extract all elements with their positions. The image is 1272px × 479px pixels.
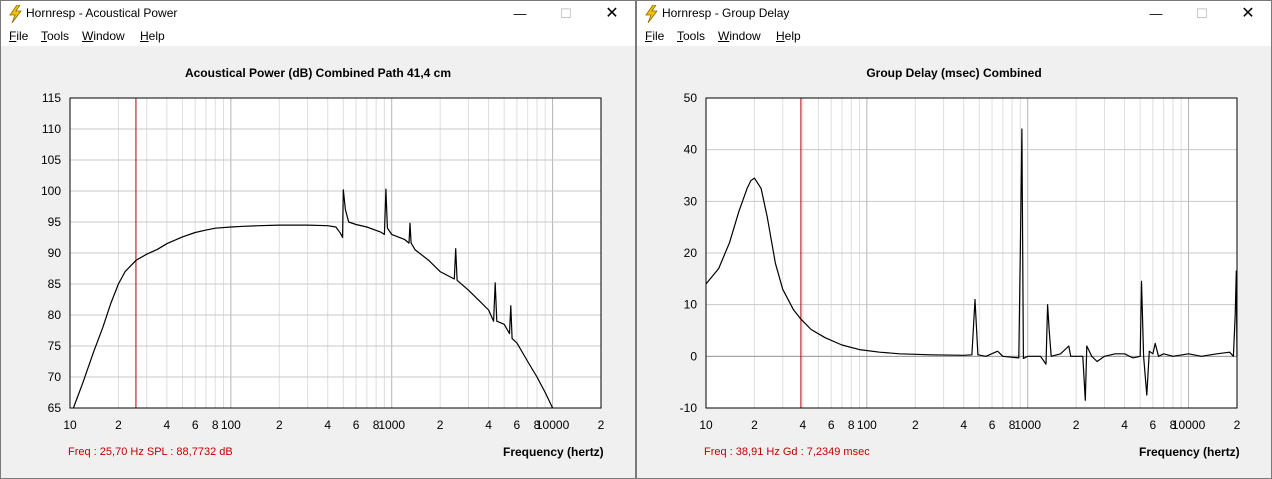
close-button[interactable]: ✕ [605,5,619,22]
x-tick-label: 100 [221,418,241,432]
x-tick-label: 2 [1234,418,1241,432]
y-tick-label: 75 [48,339,62,353]
lightning-bolt-icon [645,5,658,23]
y-tick-label: 115 [42,91,61,105]
window-title: Hornresp - Acoustical Power [26,6,178,20]
y-tick-label: 65 [48,401,62,415]
menu-tools[interactable]: Tools [41,29,70,43]
x-tick-label: 6 [989,418,996,432]
x-tick-label: 6 [514,418,521,432]
x-tick-label: 8 [1009,418,1016,432]
x-tick-label: 1000 [1014,418,1041,432]
cursor-readout: Freq : 38,91 Hz Gd : 7,2349 msec [704,446,870,458]
x-tick-label: 6 [828,418,835,432]
x-tick-label: 4 [960,418,967,432]
x-tick-label: 2 [115,418,122,432]
cursor-readout: Freq : 25,70 Hz SPL : 88,7732 dB [68,446,233,458]
menu-window[interactable]: Window [82,29,125,43]
x-tick-label: 2 [751,418,758,432]
x-tick-label: 2 [437,418,444,432]
y-tick-label: 20 [684,246,698,260]
title-bar[interactable]: Hornresp - Group Delay — ☐ ✕ [637,1,1271,27]
series-line [72,188,554,409]
x-tick-label: 2 [1073,418,1080,432]
x-tick-label: 2 [598,418,605,432]
plot-frame [705,97,1238,409]
x-tick-label: 6 [192,418,199,432]
menu-bar: File Tools Window Help [1,27,635,46]
x-tick-label: 4 [1121,418,1128,432]
x-tick-label: 4 [485,418,492,432]
close-button[interactable]: ✕ [1241,5,1255,22]
x-tick-label: 4 [800,418,807,432]
x-tick-label: 2 [276,418,283,432]
x-tick-label: 8 [212,418,219,432]
menu-window[interactable]: Window [718,29,761,43]
menu-file[interactable]: File [9,29,29,43]
y-tick-label: -10 [680,401,698,415]
menu-help[interactable]: Help [776,29,801,43]
maximize-button[interactable]: ☐ [1196,6,1208,21]
y-tick-label: 30 [684,194,698,208]
acoustical-power-window: Hornresp - Acoustical Power — ☐ ✕ File T… [0,0,636,479]
x-tick-label: 4 [164,418,171,432]
menu-tools[interactable]: Tools [677,29,706,43]
maximize-button[interactable]: ☐ [560,6,572,21]
menu-help[interactable]: Help [140,29,165,43]
minimize-button[interactable]: — [1149,6,1163,21]
x-tick-label: 4 [324,418,331,432]
x-tick-label: 10 [63,418,77,432]
x-tick-label: 100 [857,418,877,432]
y-tick-label: 100 [41,184,61,198]
x-tick-label: 10000 [1172,418,1206,432]
y-tick-label: 90 [48,246,62,260]
chart-title: Acoustical Power (dB) Combined Path 41,4… [184,66,452,80]
plot-frame [69,97,602,409]
x-tick-label: 10000 [536,418,570,432]
y-tick-label: 0 [690,349,697,363]
chart-title: Group Delay (msec) Combined [866,66,1042,80]
menu-file[interactable]: File [645,29,665,43]
menu-bar: File Tools Window Help [637,27,1271,46]
lightning-bolt-icon [9,5,22,23]
y-tick-label: 70 [48,370,62,384]
minimize-button[interactable]: — [513,6,527,21]
y-tick-label: 10 [684,298,698,312]
y-tick-label: 95 [48,215,62,229]
x-tick-label: 10 [699,418,713,432]
x-tick-label: 8 [373,418,380,432]
x-tick-label: 6 [1150,418,1157,432]
x-axis-label: Frequency (hertz) [503,445,604,459]
x-axis-label: Frequency (hertz) [1139,445,1240,459]
x-tick-label: 1000 [378,418,405,432]
window-title: Hornresp - Group Delay [662,6,790,20]
title-bar[interactable]: Hornresp - Acoustical Power — ☐ ✕ [1,1,635,27]
x-tick-label: 2 [912,418,919,432]
x-tick-label: 6 [353,418,360,432]
y-tick-label: 85 [48,277,62,291]
y-tick-label: 110 [42,122,61,136]
y-tick-label: 40 [684,143,698,157]
group-delay-window: Hornresp - Group Delay — ☐ ✕ File Tools … [636,0,1272,479]
y-tick-label: 80 [48,308,62,322]
x-tick-label: 8 [534,418,541,432]
y-tick-label: 50 [684,91,698,105]
series-line [705,128,1238,401]
x-tick-label: 8 [848,418,855,432]
x-tick-label: 8 [1170,418,1177,432]
y-tick-label: 105 [41,153,61,167]
